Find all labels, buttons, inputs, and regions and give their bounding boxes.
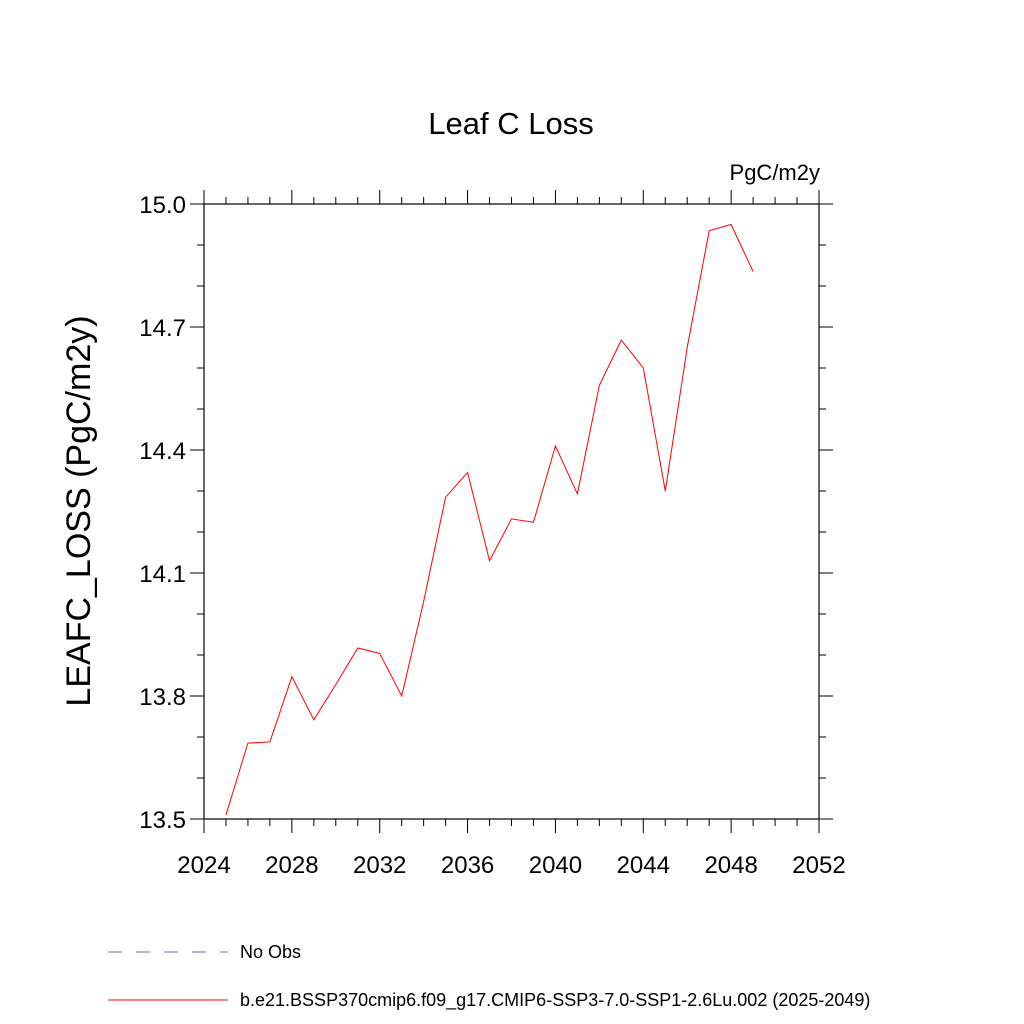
y-tick-label: 14.1	[139, 561, 186, 588]
legend-label-no-obs: No Obs	[240, 942, 301, 962]
y-axis-label: LEAFC_LOSS (PgC/m2y)	[60, 315, 98, 706]
axes: 2024 2028 2032 2036 2040 2044 2048 2052 13.5 13.8…	[139, 190, 846, 879]
legend-label-model-run: b.e21.BSSP370cmip6.f09_g17.CMIP6-SSP3-7.…	[240, 990, 870, 1011]
x-tick-label: 2048	[704, 852, 757, 879]
plot-frame	[203, 203, 820, 820]
units-label: PgC/m2y	[730, 160, 820, 185]
x-tick-label: 2024	[177, 852, 230, 879]
series-group	[225, 223, 754, 816]
x-tick-label: 2044	[617, 852, 670, 879]
x-tick-label: 2052	[792, 852, 845, 879]
y-tick-label: 14.7	[139, 315, 186, 342]
legend: No Obs b.e21.BSSP370cmip6.f09_g17.CMIP6-…	[108, 942, 870, 1011]
y-tick-label: 13.8	[139, 684, 186, 711]
x-tick-label: 2040	[529, 852, 582, 879]
series-line	[225, 223, 754, 816]
y-tick-label: 15.0	[139, 192, 186, 219]
x-tick-label: 2032	[353, 852, 406, 879]
y-tick-label: 13.5	[139, 807, 186, 834]
chart-title: Leaf C Loss	[428, 106, 593, 141]
y-tick-label: 14.4	[139, 438, 186, 465]
x-tick-label: 2028	[265, 852, 318, 879]
x-tick-label: 2036	[441, 852, 494, 879]
